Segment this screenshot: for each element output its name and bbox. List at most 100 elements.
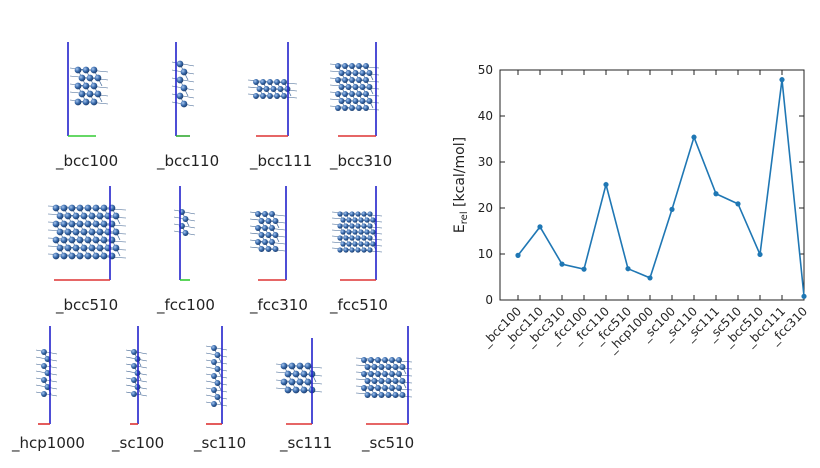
atom	[364, 229, 370, 235]
atom	[356, 63, 362, 69]
atom	[371, 378, 378, 384]
structure-6	[249, 186, 287, 281]
atom	[335, 105, 341, 111]
atom	[335, 91, 341, 97]
atom	[389, 357, 395, 363]
atom	[60, 204, 68, 212]
atom	[346, 241, 352, 247]
atom	[90, 82, 98, 90]
atom	[392, 392, 399, 398]
atom	[112, 212, 120, 220]
atom	[382, 385, 388, 391]
atom	[342, 105, 348, 111]
atom	[44, 384, 51, 390]
atom	[52, 204, 60, 212]
structure-label: _fcc100	[157, 296, 215, 314]
atom	[296, 362, 304, 370]
atom	[340, 241, 346, 247]
atom	[260, 79, 266, 85]
atom	[41, 349, 47, 355]
atom	[131, 363, 137, 369]
atom	[112, 244, 120, 252]
energy-chart: 0 10 20 30 40 50 _bcc100 _bcc110 _bcc310 _fcc100 _…	[440, 0, 820, 464]
structures-svg	[35, 42, 413, 425]
atom	[338, 84, 345, 90]
atom	[346, 229, 352, 235]
atom	[176, 92, 184, 100]
atom	[277, 86, 284, 92]
structure-2	[247, 42, 298, 137]
atom	[253, 79, 259, 85]
atom	[343, 211, 349, 217]
atom	[292, 370, 300, 378]
atom	[255, 225, 261, 231]
atom	[378, 364, 385, 370]
atom	[131, 349, 137, 355]
y-tick-label: 50	[478, 63, 493, 77]
atom	[368, 385, 374, 391]
atom	[64, 212, 72, 220]
atom	[288, 378, 296, 386]
atom	[262, 225, 268, 231]
atom	[56, 212, 64, 220]
atom	[88, 228, 96, 236]
atom	[337, 235, 343, 241]
atom	[76, 220, 84, 228]
atom	[76, 236, 84, 244]
atom	[355, 223, 361, 229]
data-point-bcc111	[779, 77, 785, 83]
atom	[361, 211, 367, 217]
data-point-sc510	[735, 201, 741, 207]
atom	[68, 220, 76, 228]
structure-label: _bcc110	[157, 152, 220, 170]
atom	[340, 229, 346, 235]
structure-8	[35, 326, 58, 425]
atom	[274, 79, 280, 85]
atom	[355, 211, 361, 217]
atom	[112, 228, 120, 236]
atom	[281, 93, 287, 99]
atom	[342, 91, 348, 97]
atom	[375, 357, 381, 363]
atom	[358, 217, 364, 223]
atom	[262, 211, 268, 217]
atom	[263, 86, 270, 92]
atom	[41, 377, 47, 383]
atom	[363, 91, 369, 97]
atom	[64, 228, 72, 236]
atom	[256, 86, 263, 92]
atom	[284, 386, 292, 394]
structure-0	[67, 42, 109, 137]
atom	[60, 236, 68, 244]
data-point-fcc100	[581, 266, 587, 272]
atom	[44, 370, 51, 376]
atom	[368, 357, 374, 363]
atom	[274, 93, 280, 99]
atom	[399, 392, 406, 398]
atom	[352, 98, 359, 104]
atom	[74, 82, 82, 90]
atom	[367, 247, 373, 253]
atom	[385, 392, 392, 398]
atom	[258, 232, 265, 238]
atom	[80, 244, 88, 252]
atom	[86, 90, 94, 98]
atom	[78, 74, 86, 82]
atom	[335, 63, 341, 69]
structure-label: _sc111	[280, 434, 333, 452]
atom	[370, 241, 376, 247]
atom	[100, 220, 108, 228]
atom	[88, 244, 96, 252]
atom	[345, 84, 352, 90]
atom	[356, 91, 362, 97]
atom	[82, 66, 90, 74]
atom	[367, 211, 373, 217]
atom	[272, 218, 279, 224]
atom	[86, 74, 94, 82]
atom	[361, 371, 367, 377]
atom	[94, 90, 102, 98]
atom	[269, 239, 275, 245]
atom	[375, 385, 381, 391]
atom	[358, 241, 364, 247]
atom	[349, 211, 355, 217]
